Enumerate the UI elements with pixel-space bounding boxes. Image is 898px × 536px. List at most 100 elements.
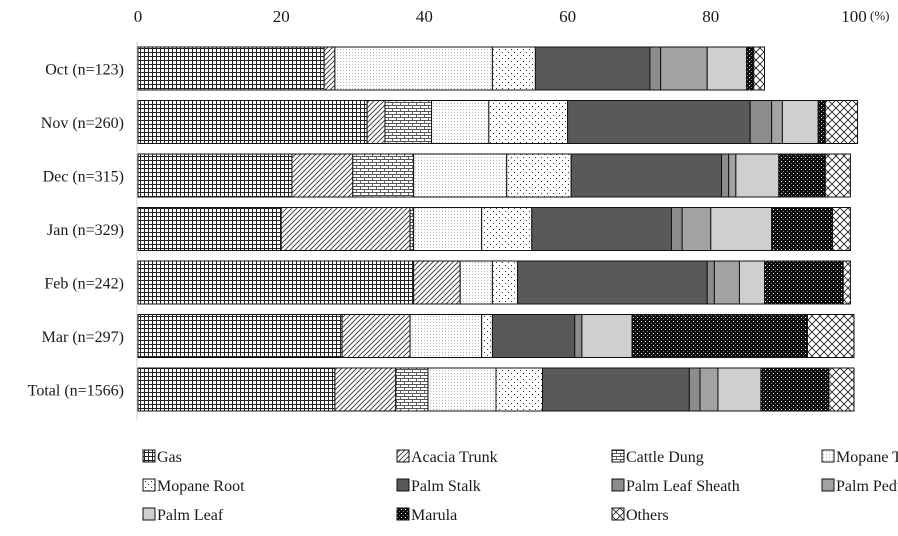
legend-item-palm-stalk: Palm Stalk [396,478,481,495]
legend-item-acacia-trunk: Acacia Trunk [396,449,498,466]
bar-segment-dec-n-315-mopane-root [506,153,572,198]
legend-item-marula: Marula [396,507,457,524]
bar-segment-jan-n-329-mopane-trunk [413,207,483,251]
legend-swatch-gas [142,449,156,463]
legend-swatch-palm-leaf-sheath [611,478,625,492]
x-tick-label-80: 80 [702,7,719,26]
legend-item-mopane-root: Mopane Root [142,478,245,495]
bar-segment-oct-n-123-acacia-trunk [323,46,336,91]
bar-segment-total-n-1566-palm-leaf-sheath [688,367,701,412]
bar-segment-mar-n-297-marula [631,314,808,358]
bar-segment-mar-n-297-mopane-root [481,314,493,358]
legend-label-others: Others [626,507,669,524]
bar-segment-feb-n-242-others [842,260,851,305]
bar-segment-oct-n-123-palm-peduncle [660,46,708,91]
x-axis-unit: (%) [870,8,890,23]
legend-label-mopane-root: Mopane Root [157,478,245,495]
bar-segment-mar-n-297-palm-leaf [581,314,633,358]
legend-label-palm-leaf: Palm Leaf [157,507,224,524]
bar-segment-oct-n-123-gas [137,46,325,91]
bar-segment-feb-n-242-palm-peduncle [713,260,740,305]
category-label-dec-n-315: Dec (n=315) [43,169,124,186]
bar-segment-nov-n-260-acacia-trunk [366,100,386,144]
legend-swatch-palm-stalk [396,478,410,492]
bar-segment-total-n-1566-palm-peduncle [699,367,719,412]
bar-segment-total-n-1566-gas [137,367,336,412]
x-tick-label-100: 100 [841,7,867,26]
legend-item-palm-leaf-sheath: Palm Leaf Sheath [611,478,740,495]
bar-segment-nov-n-260-gas [137,100,368,144]
legend-label-gas: Gas [157,449,182,466]
bar-segment-jan-n-329-palm-leaf [710,207,773,251]
bar-segment-dec-n-315-palm-leaf [735,153,780,198]
bar-segment-mar-n-297-mopane-trunk [409,314,483,358]
bar-segment-dec-n-315-gas [137,153,293,198]
category-label-mar-n-297: Mar (n=297) [42,329,124,346]
bar-segment-jan-n-329-palm-stalk [531,207,672,251]
bar-segment-feb-n-242-palm-leaf-sheath [706,260,715,305]
bar-segment-nov-n-260-palm-peduncle [771,100,783,144]
bar-segment-jan-n-329-palm-leaf-sheath [670,207,683,251]
bar-segment-jan-n-329-acacia-trunk [280,207,411,251]
bar-segment-nov-n-260-palm-leaf [781,100,819,144]
bar-segment-jan-n-329-others [832,207,851,251]
bar-segment-feb-n-242-marula [764,260,844,305]
legend-swatch-palm-leaf [142,507,156,521]
bar-segment-dec-n-315-palm-leaf-sheath [721,153,730,198]
legend-item-cattle-dung: Cattle Dung [611,449,704,466]
legend-swatch-palm-peduncle [821,478,835,492]
legend-swatch-mopane-trunk [821,449,835,463]
bar-segment-feb-n-242-palm-leaf [738,260,766,305]
legend-swatch-mopane-root [142,478,156,492]
bar-segment-nov-n-260-cattle-dung [384,100,433,144]
bar-segment-nov-n-260-marula [817,100,826,144]
legend-item-mopane-trunk: Mopane Trunk [821,449,898,466]
bar-segment-dec-n-315-acacia-trunk [291,153,354,198]
x-tick-label-20: 20 [273,7,290,26]
category-label-total-n-1566: Total (n=1566) [28,383,124,400]
bar-segment-oct-n-123-palm-leaf-sheath [649,46,662,91]
bar-segment-nov-n-260-others [824,100,859,144]
bar-segment-dec-n-315-palm-stalk [570,153,723,198]
bar-segment-mar-n-297-others [806,314,855,358]
bar-segment-nov-n-260-palm-stalk [567,100,751,144]
bar-segment-total-n-1566-mopane-root [495,367,544,412]
bar-segment-feb-n-242-gas [137,260,415,305]
bar-segment-oct-n-123-mopane-root [491,46,536,91]
bar-segment-mar-n-297-acacia-trunk [341,314,411,358]
bars [137,46,859,412]
bar-segment-oct-n-123-palm-leaf [706,46,748,91]
bar-segment-dec-n-315-cattle-dung [352,153,415,198]
legend-swatch-cattle-dung [611,449,625,463]
category-label-feb-n-242: Feb (n=242) [44,276,124,293]
x-tick-label-40: 40 [416,7,433,26]
legend-label-mopane-trunk: Mopane Trunk [836,449,898,466]
legend-label-palm-stalk: Palm Stalk [411,478,481,495]
bar-segment-oct-n-123-palm-stalk [534,46,651,91]
x-tick-label-60: 60 [559,7,576,26]
bar-segment-total-n-1566-others [828,367,855,412]
bar-segment-mar-n-297-palm-leaf-sheath [574,314,583,358]
x-tick-label-0: 0 [134,7,143,26]
category-label-jan-n-329: Jan (n=329) [47,222,124,239]
bar-segment-nov-n-260-mopane-root [488,100,569,144]
bar-segment-oct-n-123-others [753,46,766,91]
bar-segment-oct-n-123-mopane-trunk [334,46,493,91]
bar-segment-total-n-1566-palm-stalk [542,367,690,412]
legend-item-palm-peduncle: Palm Peduncle [821,478,898,495]
bar-segment-total-n-1566-acacia-trunk [334,367,397,412]
bar-segment-dec-n-315-mopane-trunk [413,153,508,198]
legend-item-gas: Gas [142,449,182,466]
bar-segment-total-n-1566-palm-leaf [717,367,762,412]
legend-label-marula: Marula [411,507,457,524]
bar-segment-jan-n-329-mopane-root [481,207,533,251]
legend-item-others: Others [611,507,669,524]
bar-segment-feb-n-242-mopane-root [491,260,518,305]
x-axis-ticks: 0 20 40 60 80 100 [134,7,867,26]
bar-segment-dec-n-315-marula [778,153,826,198]
bar-segment-jan-n-329-marula [771,207,834,251]
bar-segment-total-n-1566-marula [760,367,830,412]
legend-label-palm-peduncle: Palm Peduncle [836,478,898,495]
bar-segment-total-n-1566-cattle-dung [395,367,429,412]
